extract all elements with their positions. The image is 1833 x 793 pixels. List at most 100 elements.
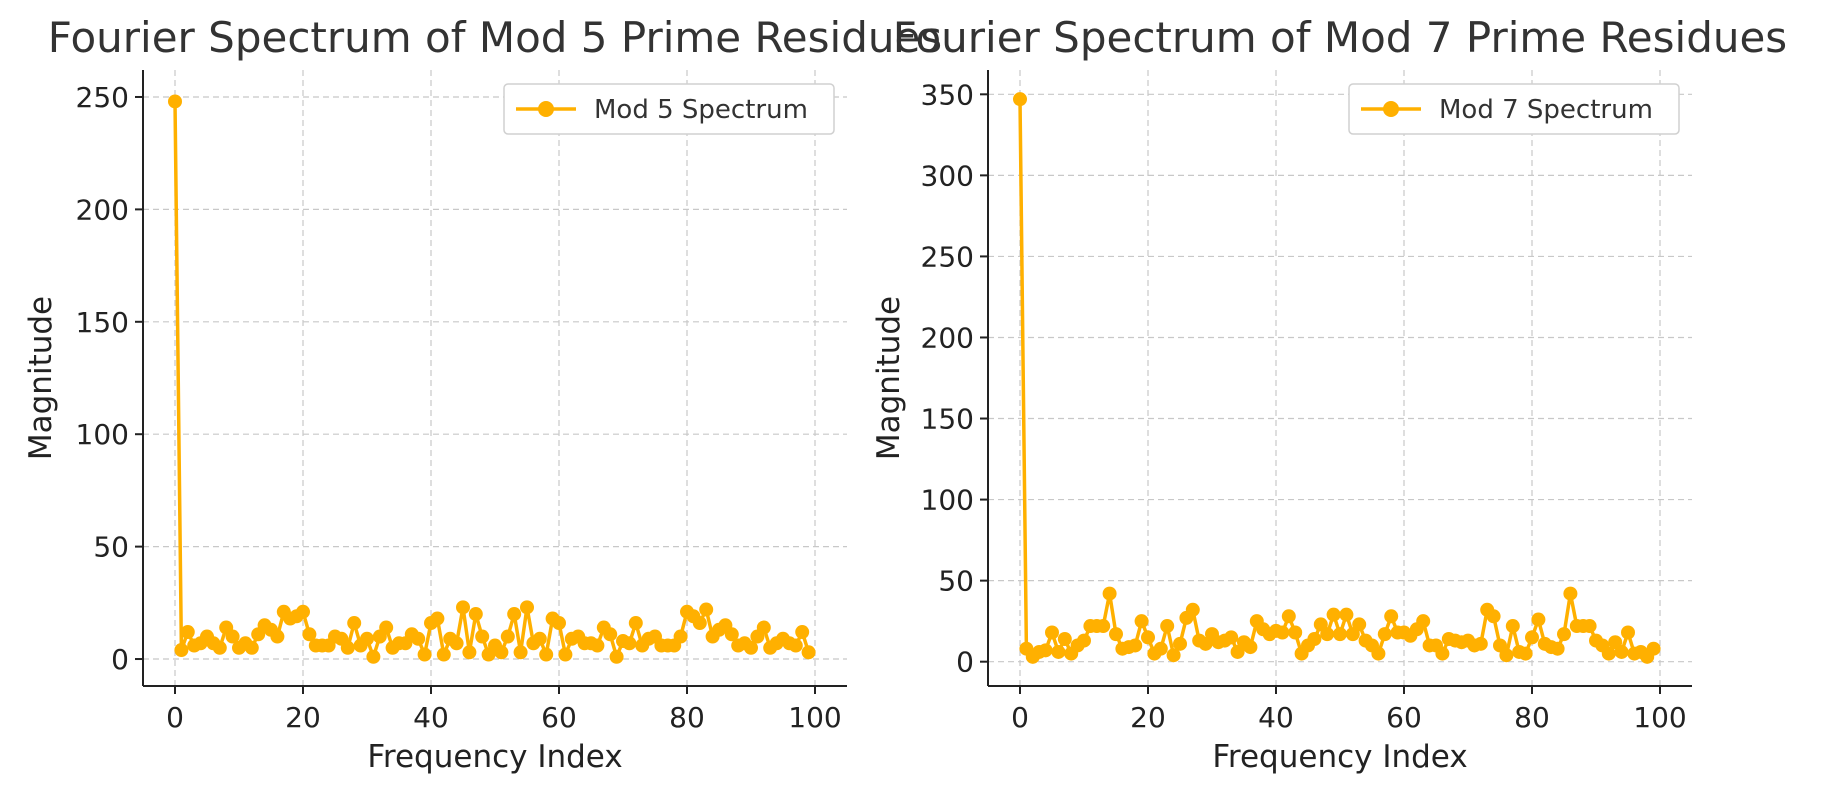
mod7-data-point bbox=[1601, 646, 1616, 661]
mod5-data-point bbox=[507, 607, 522, 622]
mod5-x-tick-label: 80 bbox=[669, 701, 705, 734]
mod5-data-point bbox=[795, 625, 810, 640]
mod7-chart-panel: 0 20 40 60 80 100 0 50 100 150 200 250 300 350 Fourie… bbox=[871, 13, 1787, 775]
mod5-y-axis-label: Magnitude bbox=[23, 296, 59, 460]
mod7-data-point bbox=[1371, 646, 1386, 661]
mod5-legend-label: Mod 5 Spectrum bbox=[594, 95, 808, 125]
mod5-data-point bbox=[520, 600, 534, 615]
mod5-data-point bbox=[603, 627, 618, 642]
mod5-data-point bbox=[180, 625, 195, 640]
mod7-x-axis-label: Frequency Index bbox=[1212, 739, 1467, 775]
mod5-data-point bbox=[513, 645, 528, 660]
mod7-data-point bbox=[1141, 630, 1155, 645]
mod5-y-tick-label: 250 bbox=[76, 81, 129, 114]
mod5-data-point bbox=[692, 616, 707, 631]
mod5-series-line bbox=[173, 101, 811, 659]
mod5-data-point bbox=[552, 616, 566, 631]
mod5-x-tick-label: 60 bbox=[541, 701, 577, 734]
mod5-data-point bbox=[801, 645, 816, 660]
mod5-y-tick-label: 0 bbox=[111, 643, 129, 676]
mod7-series-line bbox=[1018, 99, 1655, 659]
mod7-data-point bbox=[1013, 92, 1027, 107]
mod5-data-point bbox=[475, 629, 490, 644]
mod7-legend-marker bbox=[1383, 101, 1399, 117]
mod5-grid bbox=[143, 70, 847, 686]
mod7-data-point bbox=[1185, 602, 1200, 617]
mod7-data-point bbox=[1096, 619, 1111, 634]
mod5-data-point bbox=[456, 600, 470, 615]
mod7-legend: Mod 7 Spectrum bbox=[1348, 83, 1680, 135]
mod7-data-point bbox=[1275, 625, 1290, 640]
mod7-data-point bbox=[1153, 641, 1168, 656]
mod7-data-point bbox=[1339, 607, 1354, 622]
mod5-data-point bbox=[244, 640, 259, 655]
mod5-data-point bbox=[411, 631, 426, 646]
mod5-data-point bbox=[436, 647, 451, 662]
mod7-chart-title: Fourier Spectrum of Mod 7 Prime Residues bbox=[893, 13, 1787, 62]
mod5-data-point bbox=[539, 647, 554, 662]
mod7-data-point bbox=[1333, 627, 1347, 642]
mod7-data-point bbox=[1051, 644, 1066, 659]
mod7-data-point bbox=[1307, 631, 1322, 646]
mod5-data-point bbox=[417, 647, 432, 662]
mod7-data-point bbox=[1102, 586, 1117, 601]
mod5-x-tick-label: 0 bbox=[166, 701, 184, 734]
mod7-data-point bbox=[1646, 641, 1661, 656]
mod7-data-point bbox=[1384, 609, 1399, 624]
mod7-data-point bbox=[1134, 614, 1149, 629]
mod7-data-point bbox=[1416, 614, 1431, 629]
mod7-data-point bbox=[1173, 636, 1187, 651]
mod5-data-point bbox=[558, 647, 573, 662]
mod7-y-tick-label: 350 bbox=[921, 78, 974, 111]
mod7-x-tick-label: 80 bbox=[1514, 701, 1550, 734]
mod7-y-tick-label: 300 bbox=[921, 159, 974, 192]
mod5-x-tick-label: 40 bbox=[413, 701, 449, 734]
mod5-data-point bbox=[340, 640, 355, 655]
mod7-data-point bbox=[1320, 627, 1335, 642]
mod5-x-tick-label: 100 bbox=[788, 701, 841, 734]
mod5-data-point bbox=[628, 616, 643, 631]
mod7-y-tick-label: 100 bbox=[921, 484, 974, 517]
mod5-data-point bbox=[622, 636, 637, 651]
mod5-data-point bbox=[360, 631, 374, 646]
mod5-legend-marker bbox=[538, 101, 554, 117]
mod7-y-tick-label: 200 bbox=[921, 321, 974, 354]
mod7-data-point bbox=[1435, 646, 1450, 661]
mod7-data-point bbox=[1045, 625, 1059, 640]
mod5-ticks: 0 20 40 60 80 100 0 50 100 150 200 250 bbox=[76, 81, 842, 734]
mod7-grid bbox=[988, 70, 1692, 686]
mod7-data-point bbox=[1486, 609, 1501, 624]
mod5-data-point bbox=[430, 611, 445, 626]
mod7-data-point bbox=[1531, 612, 1546, 627]
mod7-data-point bbox=[1128, 638, 1143, 653]
mod5-y-tick-label: 50 bbox=[93, 531, 129, 564]
mod7-data-point bbox=[1160, 619, 1175, 634]
mod7-data-point bbox=[1288, 625, 1303, 640]
mod5-data-point bbox=[212, 640, 227, 655]
mod7-y-tick-label: 50 bbox=[938, 565, 974, 598]
mod5-x-axis-label: Frequency Index bbox=[367, 739, 622, 775]
mod7-data-point bbox=[1057, 631, 1072, 646]
mod5-data-point bbox=[788, 638, 803, 653]
mod7-y-tick-label: 250 bbox=[921, 240, 974, 273]
mod5-data-point bbox=[302, 627, 317, 642]
mod7-x-tick-label: 0 bbox=[1011, 701, 1029, 734]
mod7-data-point bbox=[1166, 648, 1181, 663]
mod7-data-point bbox=[1281, 609, 1296, 624]
mod7-data-point bbox=[1499, 648, 1514, 663]
mod7-data-point bbox=[1109, 627, 1123, 642]
mod5-data-point bbox=[296, 604, 310, 619]
mod7-data-point bbox=[1614, 644, 1629, 659]
mod7-data-point bbox=[1525, 630, 1539, 645]
mod5-legend-box bbox=[503, 83, 835, 135]
mod5-data-point bbox=[225, 629, 240, 644]
mod5-y-tick-label: 100 bbox=[76, 418, 129, 451]
mod5-legend: Mod 5 Spectrum bbox=[503, 83, 835, 135]
mod5-data-point bbox=[494, 645, 509, 660]
mod5-data-point bbox=[756, 620, 771, 635]
mod7-data-point bbox=[1550, 641, 1565, 656]
mod5-y-tick-label: 200 bbox=[76, 193, 129, 226]
mod5-data-point bbox=[744, 640, 758, 655]
mod7-y-axis-label: Magnitude bbox=[871, 296, 907, 460]
